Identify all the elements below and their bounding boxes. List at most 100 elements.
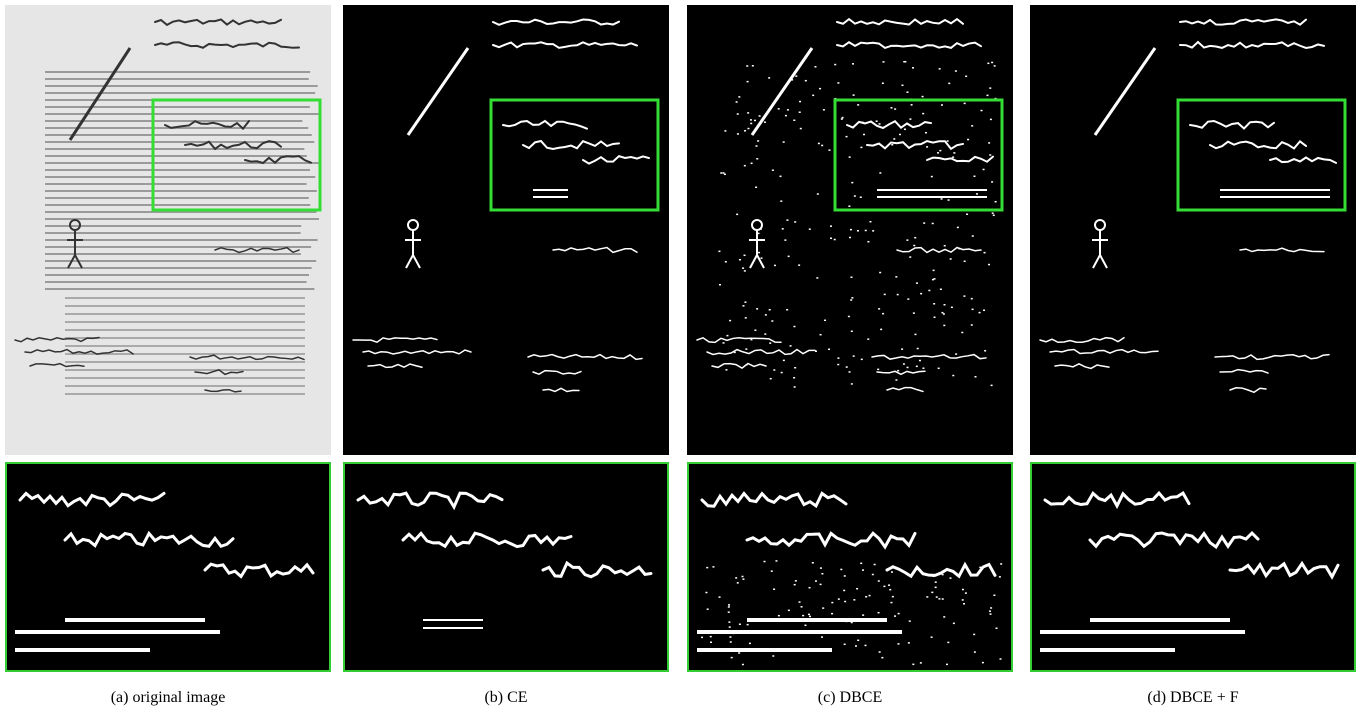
noise — [764, 314, 767, 316]
noise — [794, 221, 797, 223]
noise — [798, 601, 801, 603]
noise — [764, 333, 767, 335]
noise — [926, 146, 929, 148]
noise — [773, 588, 776, 590]
stroke — [532, 369, 582, 375]
stroke — [362, 349, 472, 355]
noise — [930, 175, 933, 178]
noise — [837, 82, 840, 84]
noise — [794, 580, 797, 582]
noise — [793, 386, 796, 388]
noise — [956, 226, 959, 229]
noise — [980, 109, 983, 112]
noise — [901, 348, 904, 350]
noise — [837, 363, 840, 366]
stroke — [522, 139, 620, 150]
noise — [750, 162, 753, 165]
stroke — [926, 155, 994, 163]
stroke — [154, 41, 300, 49]
noise — [984, 350, 987, 352]
noise — [848, 205, 851, 207]
noise — [756, 158, 759, 160]
noise — [782, 359, 785, 362]
noise — [843, 575, 846, 577]
noise — [912, 663, 915, 666]
noise — [744, 301, 747, 303]
noise — [966, 213, 969, 215]
noise — [850, 383, 853, 385]
noise — [938, 598, 941, 600]
noise — [763, 121, 766, 123]
noise — [895, 276, 898, 278]
noise — [744, 317, 747, 319]
noise — [743, 254, 746, 257]
noise — [970, 297, 973, 300]
arrow — [406, 47, 470, 136]
noise — [760, 257, 763, 259]
noise — [862, 614, 865, 616]
noise — [718, 283, 721, 286]
noise — [914, 236, 917, 239]
noise — [941, 573, 944, 576]
stroke — [696, 336, 782, 344]
noise — [710, 641, 713, 643]
stroke — [1239, 247, 1325, 253]
noise — [808, 586, 811, 589]
noise — [753, 119, 756, 122]
noise — [851, 297, 854, 299]
zoom-box — [833, 98, 1004, 212]
stroke — [836, 41, 982, 50]
noise — [742, 305, 745, 307]
noise — [736, 133, 739, 135]
stroke — [204, 388, 242, 393]
stroke — [502, 119, 588, 130]
noise — [709, 635, 712, 638]
stroke — [745, 531, 917, 550]
noise — [772, 655, 775, 657]
noise — [930, 636, 933, 638]
noise — [774, 264, 777, 267]
stick-figure — [749, 230, 765, 269]
noise — [852, 94, 855, 96]
noise — [934, 581, 937, 583]
noise — [865, 596, 868, 598]
noise — [946, 140, 949, 142]
noise — [979, 566, 982, 569]
noise — [728, 621, 731, 623]
zoom-image — [343, 462, 669, 672]
noise — [735, 101, 738, 103]
noise — [809, 615, 812, 618]
noise — [926, 596, 929, 598]
stroke — [896, 246, 982, 254]
noise — [770, 570, 773, 572]
noise — [860, 562, 863, 565]
noise — [819, 87, 822, 90]
noise — [822, 607, 825, 609]
noise — [981, 661, 984, 664]
arrow — [750, 47, 814, 136]
stroke — [1219, 368, 1269, 374]
noise — [947, 199, 950, 201]
noise — [736, 582, 739, 584]
noise — [812, 94, 815, 97]
noise — [784, 239, 787, 241]
noise — [816, 193, 819, 195]
noise — [817, 142, 820, 145]
noise — [919, 662, 922, 664]
noise — [793, 325, 796, 328]
noise — [786, 219, 789, 221]
noise — [808, 228, 811, 230]
noise — [882, 61, 885, 63]
noise — [811, 562, 814, 564]
noise — [890, 571, 893, 573]
noise — [923, 222, 926, 224]
noise — [897, 643, 900, 645]
zoom-image — [687, 462, 1013, 672]
noise — [982, 168, 985, 171]
noise — [973, 175, 976, 177]
noise — [931, 222, 934, 225]
noise — [701, 636, 704, 639]
caption: (d) DBCE + F — [1147, 689, 1238, 706]
noise — [864, 644, 867, 647]
noise — [743, 164, 746, 167]
